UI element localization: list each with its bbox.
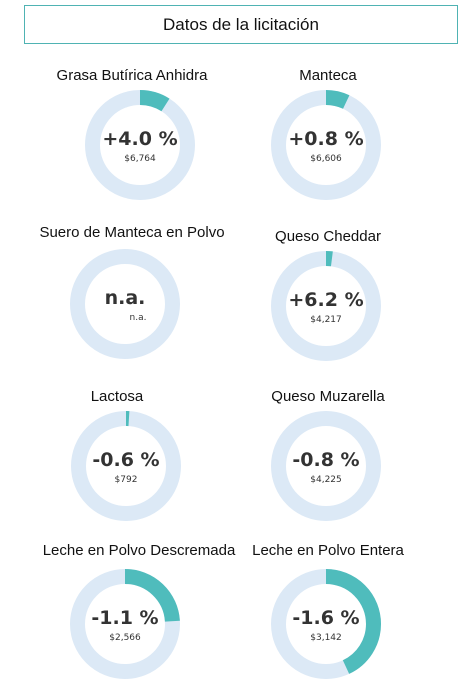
change-percent: -1.6 % bbox=[292, 607, 360, 629]
donut-chart: +6.2 % $4,217 bbox=[270, 250, 382, 362]
product-name: Queso Muzarella bbox=[271, 388, 385, 405]
product-card-queso-cheddar: Queso Cheddar +6.2 % $4,217 bbox=[213, 228, 443, 378]
donut-arc bbox=[71, 411, 181, 521]
product-name: Leche en Polvo Descremada bbox=[42, 542, 236, 559]
product-card-lactosa: Lactosa -0.6 % $792 bbox=[2, 388, 232, 538]
page-title: Datos de la licitación bbox=[24, 5, 458, 44]
donut-chart: -0.6 % $792 bbox=[70, 410, 182, 522]
price-value: $6,764 bbox=[124, 154, 156, 164]
product-card-queso-muzarella: Queso Muzarella -0.8 % $4,225 bbox=[213, 388, 443, 538]
price-value: $4,225 bbox=[310, 475, 342, 485]
change-percent: +4.0 % bbox=[102, 128, 178, 150]
donut-chart: +4.0 % $6,764 bbox=[84, 89, 196, 201]
donut-ring bbox=[85, 90, 195, 200]
donut-arc bbox=[70, 569, 180, 679]
price-value: $6,606 bbox=[310, 154, 342, 164]
product-card-leche-entera: Leche en Polvo Entera -1.6 % $3,142 bbox=[213, 542, 443, 692]
product-name: Suero de Manteca en Polvo bbox=[39, 224, 225, 241]
product-card-grasa-butirica: Grasa Butírica Anhidra +4.0 % $6,764 bbox=[17, 67, 247, 217]
price-value: n.a. bbox=[129, 313, 147, 323]
change-percent: -0.6 % bbox=[92, 449, 160, 471]
donut-ring bbox=[271, 251, 381, 361]
donut-chart: -1.6 % $3,142 bbox=[270, 568, 382, 680]
donut-ring bbox=[271, 90, 381, 200]
donut-track bbox=[271, 411, 381, 521]
donut-ring bbox=[71, 411, 181, 521]
product-card-suero: Suero de Manteca en Polvo n.a. n.a. bbox=[17, 224, 247, 374]
donut-track bbox=[70, 249, 180, 359]
product-name: Lactosa bbox=[90, 388, 144, 405]
change-percent: -1.1 % bbox=[91, 607, 159, 629]
donut-arc bbox=[271, 251, 381, 361]
product-name: Manteca bbox=[299, 67, 357, 84]
change-percent: +0.8 % bbox=[288, 128, 364, 150]
donut-ring bbox=[70, 249, 180, 359]
donut-ring bbox=[70, 569, 180, 679]
donut-ring bbox=[271, 569, 381, 679]
product-name: Queso Cheddar bbox=[275, 228, 381, 245]
product-name: Leche en Polvo Entera bbox=[252, 542, 404, 559]
donut-arc bbox=[85, 90, 195, 200]
change-percent: +6.2 % bbox=[288, 289, 364, 311]
donut-arc bbox=[271, 569, 381, 679]
price-value: $4,217 bbox=[310, 315, 342, 325]
donut-ring bbox=[271, 411, 381, 521]
price-value: $3,142 bbox=[310, 633, 342, 643]
change-percent: -0.8 % bbox=[292, 449, 360, 471]
donut-arc bbox=[271, 90, 381, 200]
page-title-text: Datos de la licitación bbox=[163, 14, 319, 34]
product-card-manteca: Manteca +0.8 % $6,606 bbox=[213, 67, 443, 217]
price-value: $792 bbox=[114, 475, 138, 485]
price-value: $2,566 bbox=[109, 633, 141, 643]
product-card-leche-descremada: Leche en Polvo Descremada -1.1 % $2,566 bbox=[24, 542, 254, 692]
donut-chart: +0.8 % $6,606 bbox=[270, 89, 382, 201]
change-percent: n.a. bbox=[104, 287, 146, 309]
donut-chart: n.a. n.a. bbox=[69, 248, 181, 360]
product-name: Grasa Butírica Anhidra bbox=[56, 67, 208, 84]
donut-chart: -1.1 % $2,566 bbox=[69, 568, 181, 680]
donut-chart: -0.8 % $4,225 bbox=[270, 410, 382, 522]
